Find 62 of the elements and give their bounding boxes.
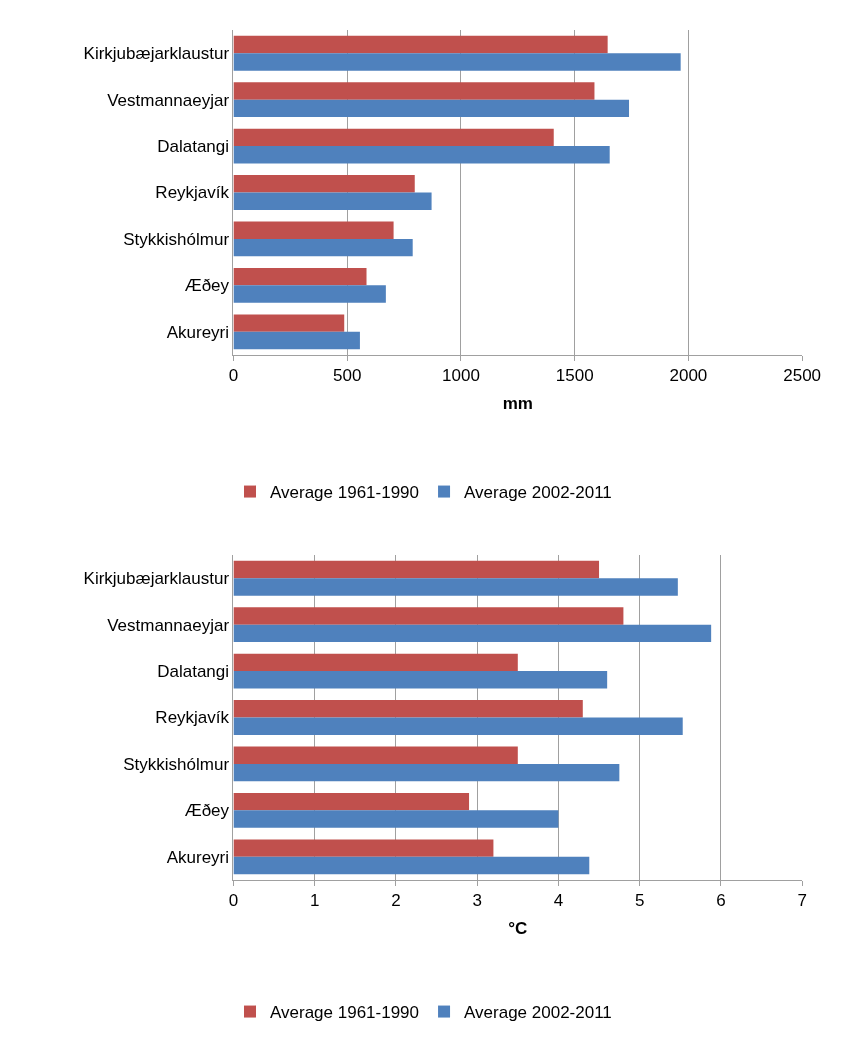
bar bbox=[233, 146, 610, 164]
bar bbox=[233, 560, 600, 579]
y-tick-label: Kirkjubæjarklaustur bbox=[83, 569, 230, 589]
bar bbox=[233, 175, 415, 193]
bar bbox=[233, 314, 345, 332]
x-tick-label: 4 bbox=[553, 891, 564, 911]
x-tick-label: 3 bbox=[472, 891, 482, 911]
y-tick-label: Kirkjubæjarklaustur bbox=[83, 44, 230, 64]
legend-label: Average 1961-1990 bbox=[270, 1003, 420, 1023]
legend-label: Average 2002-2011 bbox=[464, 483, 612, 503]
x-axis-title: °C bbox=[508, 918, 528, 938]
bar bbox=[233, 746, 518, 764]
bar bbox=[233, 35, 608, 54]
bar bbox=[233, 671, 608, 689]
bar bbox=[233, 53, 681, 71]
bar bbox=[233, 578, 678, 596]
y-tick-label: Akureyri bbox=[166, 847, 230, 867]
bar bbox=[233, 717, 683, 735]
x-tick-label: 0 bbox=[228, 891, 239, 911]
bar bbox=[233, 221, 394, 239]
y-tick-label: Æðey bbox=[184, 276, 230, 296]
x-tick-label: 2500 bbox=[783, 366, 822, 386]
x-tick-label: 6 bbox=[716, 891, 726, 911]
y-tick-label: Akureyri bbox=[166, 322, 230, 342]
y-tick-label: Vestmannaeyjar bbox=[107, 90, 230, 110]
x-tick-label: 5 bbox=[634, 891, 645, 911]
bar bbox=[233, 624, 712, 643]
y-tick-label: Reykjavík bbox=[155, 708, 230, 728]
bar bbox=[233, 810, 559, 828]
y-tick-label: Vestmannaeyjar bbox=[107, 615, 230, 635]
bar bbox=[233, 839, 494, 857]
x-tick-label: 1000 bbox=[442, 366, 480, 386]
x-tick-label: 2 bbox=[391, 891, 401, 911]
bar bbox=[233, 238, 413, 257]
bar bbox=[233, 700, 583, 718]
x-tick-label: 7 bbox=[797, 891, 807, 911]
y-tick-label: Reykjavík bbox=[155, 183, 230, 203]
bar bbox=[233, 653, 518, 672]
bar bbox=[233, 331, 360, 350]
y-tick-label: Æðey bbox=[184, 801, 230, 821]
x-tick-label: 1500 bbox=[555, 366, 594, 386]
y-tick-label: Dalatangi bbox=[157, 662, 230, 682]
x-tick-label: 2000 bbox=[669, 366, 708, 386]
bar bbox=[233, 856, 590, 875]
bar bbox=[233, 763, 620, 782]
y-tick-label: Dalatangi bbox=[157, 137, 230, 157]
x-tick-label: 500 bbox=[333, 366, 362, 386]
bar bbox=[233, 267, 367, 286]
bar bbox=[233, 82, 595, 100]
y-tick-label: Stykkishólmur bbox=[123, 229, 230, 249]
legend-label: Average 2002-2011 bbox=[464, 1003, 612, 1023]
bar bbox=[233, 285, 386, 303]
x-axis-title: mm bbox=[502, 393, 533, 413]
bar bbox=[233, 607, 624, 625]
x-tick-label: 1 bbox=[309, 891, 320, 911]
y-tick-label: Stykkishólmur bbox=[123, 754, 230, 774]
legend-label: Average 1961-1990 bbox=[270, 483, 420, 503]
bar bbox=[233, 99, 630, 118]
x-tick-label: 0 bbox=[228, 366, 239, 386]
bar bbox=[233, 128, 554, 147]
bar bbox=[233, 792, 470, 811]
bar bbox=[233, 192, 432, 210]
